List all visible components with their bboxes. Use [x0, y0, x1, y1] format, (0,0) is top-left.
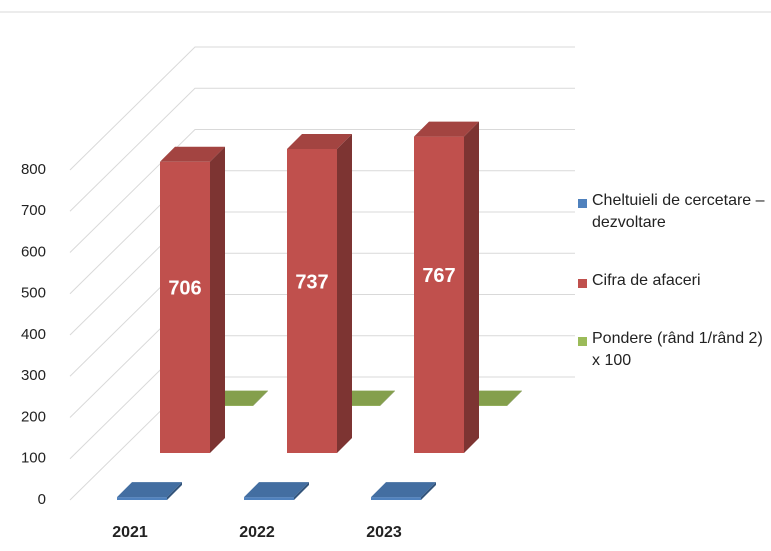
- legend-swatch: [578, 199, 587, 208]
- x-tick-label: 2021: [112, 524, 148, 541]
- y-tick-label: 300: [21, 367, 46, 384]
- legend-item: Cheltuieli de cercetare – dezvoltare: [578, 190, 768, 234]
- bar-side: [253, 390, 268, 406]
- bar-top: [414, 121, 479, 137]
- bar-side: [210, 146, 225, 453]
- bar-side: [421, 482, 436, 500]
- legend: Cheltuieli de cercetare – dezvoltare Cifr…: [578, 190, 768, 408]
- bar-side: [507, 390, 522, 406]
- bar-side: [464, 121, 479, 454]
- y-tick-label: 100: [21, 450, 46, 467]
- bar-top: [117, 482, 182, 498]
- bar-front: [117, 497, 167, 500]
- bar-side: [380, 390, 395, 406]
- x-tick-label: 2022: [239, 524, 275, 541]
- bar-top: [244, 482, 309, 498]
- data-label: 737: [295, 271, 328, 293]
- bar-side: [337, 133, 352, 454]
- bar: [160, 146, 225, 453]
- legend-label: Cifra de afaceri: [592, 272, 701, 289]
- bar: [244, 482, 309, 500]
- bar-side: [294, 482, 309, 500]
- bar-top: [160, 146, 225, 162]
- grid-line: [69, 87, 575, 212]
- y-tick-label: 600: [21, 243, 46, 260]
- bar-front: [414, 136, 464, 454]
- bar-front: [371, 497, 421, 500]
- legend-label: Pondere (rând 1/rând 2) x 100: [592, 330, 763, 369]
- data-label: 767: [422, 265, 455, 287]
- grid-line: [69, 46, 575, 171]
- legend-swatch: [578, 337, 587, 346]
- data-label: 706: [168, 278, 201, 300]
- legend-item: Pondere (rând 1/rând 2) x 100: [578, 328, 768, 372]
- bar-top: [287, 133, 352, 149]
- legend-label: Cheltuieli de cercetare – dezvoltare: [592, 192, 765, 231]
- legend-swatch: [578, 279, 587, 288]
- bar: [414, 121, 479, 454]
- legend-item: Cifra de afaceri: [578, 270, 768, 292]
- bar-front: [160, 161, 210, 453]
- bar-front: [244, 497, 294, 500]
- y-tick-label: 800: [21, 161, 46, 178]
- bar-top: [371, 482, 436, 498]
- bar-side: [167, 482, 182, 500]
- y-tick-label: 400: [21, 326, 46, 343]
- bar: [117, 482, 182, 500]
- y-tick-label: 0: [38, 491, 46, 508]
- bar: [287, 133, 352, 454]
- y-tick-label: 500: [21, 285, 46, 302]
- x-tick-label: 2023: [366, 524, 402, 541]
- y-tick-label: 700: [21, 202, 46, 219]
- bar: [371, 482, 436, 500]
- bar-front: [287, 148, 337, 454]
- y-tick-label: 200: [21, 408, 46, 425]
